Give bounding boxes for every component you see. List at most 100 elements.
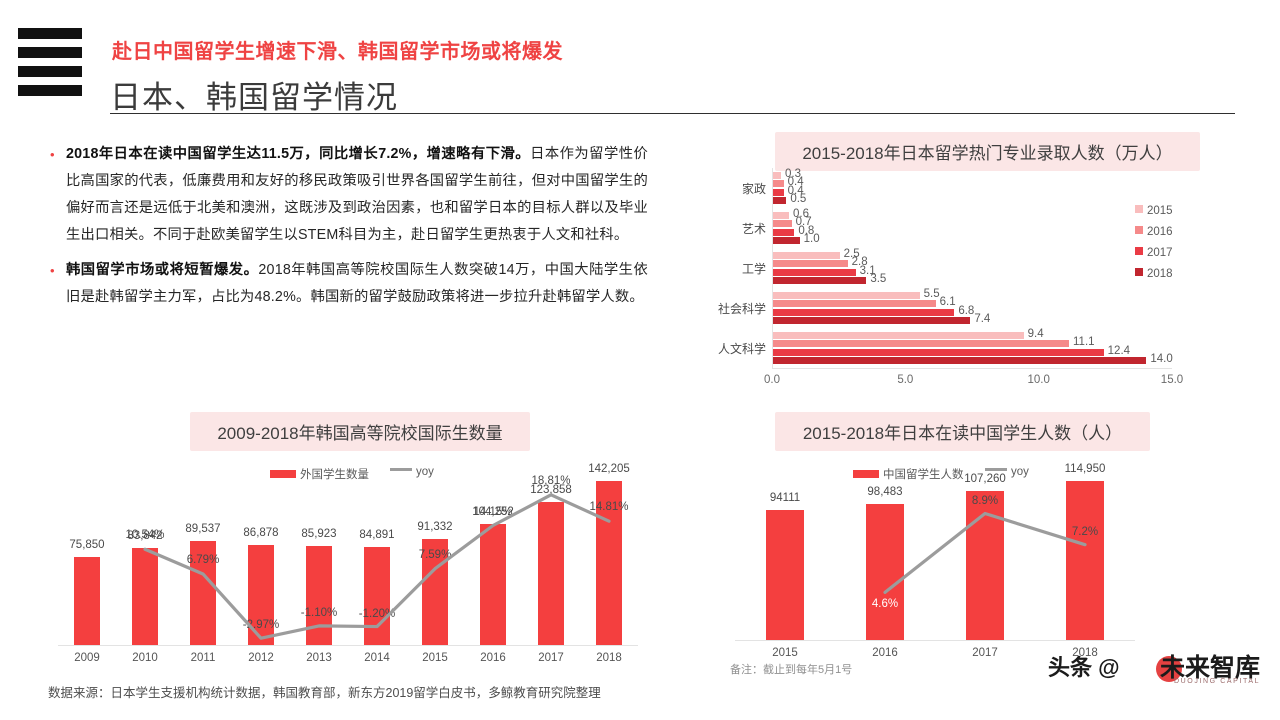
legend-label: 中国留学生人数 xyxy=(883,469,964,481)
legend-swatch xyxy=(1135,268,1143,276)
legend-label: 外国学生数量 xyxy=(300,469,369,481)
majors-value-label: 7.4 xyxy=(974,313,991,326)
chart-korea-bar-value-label: 104,252 xyxy=(472,506,514,519)
watermark: 头条 @ 未来智库 DUOJING CAPITAL xyxy=(1048,648,1280,708)
legend-bar-swatch xyxy=(270,470,296,478)
legend-label: 2015 xyxy=(1147,205,1173,217)
bullet-lead: 2018年日本在读中国留学生达11.5万，同比增长7.2%，增速略有下滑。 xyxy=(66,146,531,162)
chart-korea-bar-value-label: 123,858 xyxy=(530,483,572,496)
chart-korea-bar xyxy=(364,546,390,645)
chart-japan-yoy-label: 7.2% xyxy=(1071,525,1099,538)
watermark-prefix: 头条 @ xyxy=(1048,655,1120,680)
majors-x-axis xyxy=(772,368,1172,369)
chart-korea-bar xyxy=(480,524,506,645)
page-title: 日本、韩国留学情况 xyxy=(110,80,398,115)
korea-chart-title: 2009-2018年韩国高等院校国际生数量 xyxy=(190,412,530,451)
legend-swatch xyxy=(1135,247,1143,255)
watermark-brand: 未来智库 xyxy=(1160,654,1261,682)
bullet-dot-icon: • xyxy=(50,263,55,278)
majors-legend-item: 2017 xyxy=(1135,247,1173,259)
majors-bar xyxy=(773,308,955,316)
majors-bar xyxy=(773,300,936,308)
chart-korea-x-tick: 2014 xyxy=(364,652,390,664)
chart-korea-yoy-label: 14.15% xyxy=(473,505,513,518)
chart-korea-bar xyxy=(132,548,158,645)
majors-value-label: 0.3 xyxy=(785,167,801,180)
chart-japan-bar-value-label: 98,483 xyxy=(867,485,903,498)
chart-japan-bar xyxy=(1066,480,1104,640)
majors-x-tick: 5.0 xyxy=(897,374,914,386)
chart-korea-bar-value-label: 75,850 xyxy=(69,539,105,552)
chart-korea-bar xyxy=(190,541,216,645)
japan-chart-note: 备注：截止到每年5月1号 xyxy=(730,664,853,676)
chart-japan-bar xyxy=(866,503,904,640)
majors-x-tick: 0.0 xyxy=(764,374,780,386)
majors-bar xyxy=(773,237,800,245)
chart-korea-yoy-label: 18.81% xyxy=(531,474,571,487)
japan-chart-title: 2015-2018年日本在读中国学生人数（人） xyxy=(775,412,1150,451)
chart-korea-bar-value-label: 84,891 xyxy=(359,528,395,541)
chart-korea-x-tick: 2009 xyxy=(74,652,100,664)
chart-korea-yoy-label: 7.59% xyxy=(418,548,452,561)
majors-y-axis xyxy=(772,168,773,368)
majors-bar xyxy=(773,220,792,228)
legend-line-swatch xyxy=(985,468,1007,471)
majors-bar xyxy=(773,277,867,285)
majors-value-label: 2.8 xyxy=(851,256,868,269)
majors-value-label: 1.0 xyxy=(803,233,820,246)
majors-value-label: 6.1 xyxy=(939,296,956,309)
chart-japan-bar-value-label: 114,950 xyxy=(1064,462,1106,475)
legend-label: yoy xyxy=(416,466,434,478)
chart-korea-x-tick: 2010 xyxy=(132,652,158,664)
legend-swatch xyxy=(1135,226,1143,234)
majors-value-label: 0.6 xyxy=(793,207,809,220)
bullet-text: 2018年日本在读中国留学生达11.5万，同比增长7.2%，增速略有下滑。日本作… xyxy=(66,141,648,249)
bullet-dot-icon: • xyxy=(50,147,55,162)
bullet-item: • 韩国留学市场或将短暂爆发。2018年韩国高等院校国际生人数突破14万，中国大… xyxy=(48,257,648,311)
chart-korea-x-tick: 2016 xyxy=(480,652,506,664)
chart-korea-bar xyxy=(422,539,448,645)
majors-x-tick: 10.0 xyxy=(1027,374,1050,386)
majors-x-tick: 15.0 xyxy=(1160,374,1184,386)
chart-korea-yoy-label: 6.79% xyxy=(186,553,220,566)
chart-japan-yoy-line xyxy=(883,511,1087,594)
bullet-lead: 韩国留学市场或将短暂爆发。 xyxy=(66,262,259,278)
chart-japan-yoy-label: 4.6% xyxy=(871,598,899,611)
chart-korea-yoy-line xyxy=(143,493,611,640)
header-kicker: 赴日中国留学生增速下滑、韩国留学市场或将爆发 xyxy=(112,41,563,63)
majors-bar xyxy=(773,251,840,259)
chart-korea-bar-value-label: 83,842 xyxy=(127,530,163,543)
chart-japan-bar xyxy=(766,509,804,640)
majors-category-label: 家政 xyxy=(741,182,766,196)
majors-bar xyxy=(773,197,787,205)
chart-korea-bar-value-label: 86,878 xyxy=(243,526,279,539)
majors-bar xyxy=(773,340,1069,348)
majors-legend-item: 2018 xyxy=(1135,268,1173,280)
majors-bar xyxy=(773,188,784,196)
majors-value-label: 0.5 xyxy=(790,193,807,206)
majors-bar xyxy=(773,180,784,188)
majors-category-label: 社会科学 xyxy=(717,302,766,316)
majors-value-label: 14.0 xyxy=(1150,353,1173,366)
chart-korea-x-tick: 2011 xyxy=(190,652,216,664)
chart-korea-bar-value-label: 89,537 xyxy=(185,523,221,536)
bullet-item: • 2018年日本在读中国留学生达11.5万，同比增长7.2%，增速略有下滑。日… xyxy=(48,141,648,249)
majors-bar xyxy=(773,317,971,325)
watermark-blob-icon xyxy=(1156,656,1182,682)
majors-category-label: 人文科学 xyxy=(717,342,766,356)
bullet-body: 2018年韩国高等院校国际生人数突破14万，中国大陆学生依旧是赴韩留学主力军，占… xyxy=(66,262,648,305)
majors-bar xyxy=(773,357,1147,365)
chart-korea-bar xyxy=(74,557,100,645)
korea-legend-bar: 外国学生数量 xyxy=(270,466,369,482)
majors-legend-item: 2016 xyxy=(1135,226,1173,238)
majors-value-label: 0.8 xyxy=(798,224,815,237)
watermark-subtitle: DUOJING CAPITAL xyxy=(1174,678,1261,685)
majors-value-label: 9.4 xyxy=(1027,327,1044,340)
chart-japan-bar-value-label: 107,260 xyxy=(964,473,1006,486)
legend-bar-swatch xyxy=(853,470,879,478)
chart-korea-x-tick: 2017 xyxy=(538,652,564,664)
majors-chart: 家政 0.3 0.4 0.4 0.5 艺术 0.6 0.7 0.8 1.0 工学 2.5 2.8 3.1 3… xyxy=(718,167,1200,387)
majors-value-label: 2.5 xyxy=(843,247,860,260)
majors-value-label: 3.5 xyxy=(870,273,887,286)
majors-bar xyxy=(773,260,848,268)
